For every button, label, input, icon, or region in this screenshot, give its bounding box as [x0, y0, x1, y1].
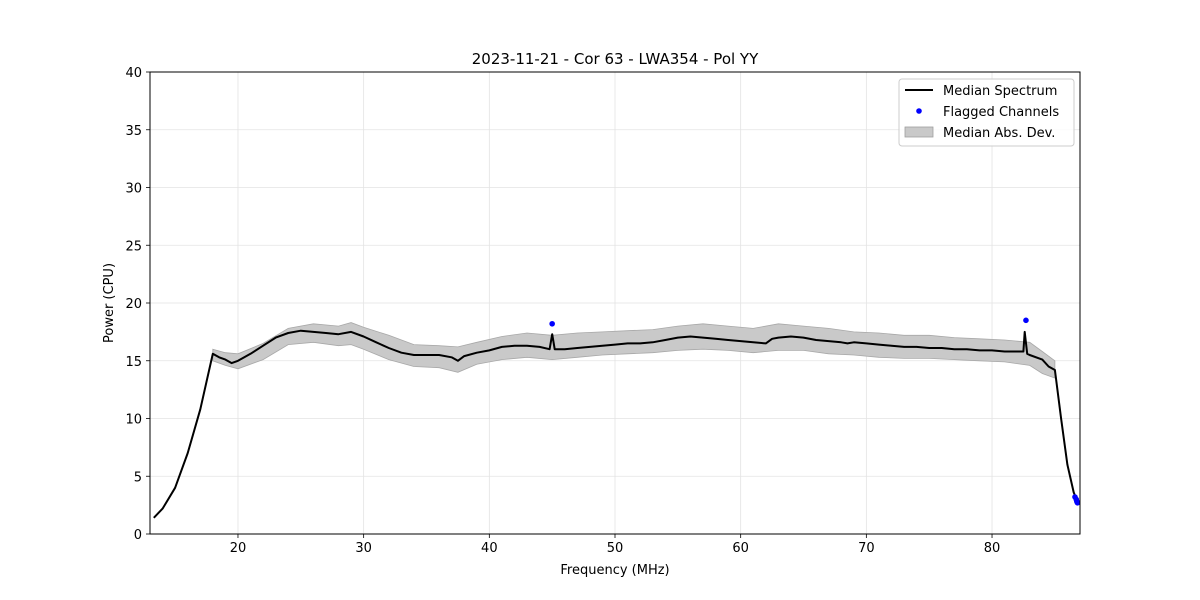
- legend-label-flagged: Flagged Channels: [943, 105, 1059, 120]
- flagged-channel-point: [1023, 317, 1029, 324]
- y-tick-label: 40: [125, 66, 142, 81]
- legend-box: [898, 78, 1075, 147]
- legend-band-swatch: [904, 126, 934, 138]
- y-tick-label: 30: [125, 182, 142, 197]
- mad-band-area: [212, 322, 1056, 379]
- y-tick-label: 20: [125, 297, 142, 312]
- x-tick-label: 40: [481, 541, 498, 556]
- y-tick-label: 35: [125, 124, 142, 139]
- y-tick-label: 25: [125, 239, 142, 254]
- x-tick-label: 20: [230, 541, 247, 556]
- x-axis-ticks: 20 30 40 50 60 70 80: [230, 534, 1001, 556]
- x-tick-label: 60: [732, 541, 749, 556]
- flagged-channel-point: [549, 320, 555, 327]
- y-tick-label: 0: [134, 528, 142, 543]
- legend-label-median: Median Spectrum: [943, 84, 1057, 99]
- median-line: [153, 329, 1079, 519]
- mad-band: [212, 322, 1056, 379]
- y-tick-label: 10: [125, 413, 142, 428]
- median-spectrum-line: [153, 329, 1079, 519]
- x-axis-label: Frequency (MHz): [560, 563, 669, 578]
- x-tick-label: 80: [984, 541, 1001, 556]
- legend-label-mad: Median Abs. Dev.: [943, 126, 1055, 141]
- y-axis-ticks: 0 5 10 15 20 25 30 35 40: [125, 66, 150, 543]
- y-tick-label: 5: [134, 470, 142, 485]
- x-tick-label: 50: [607, 541, 624, 556]
- flagged-channel-point: [1074, 500, 1081, 506]
- chart-title: 2023-11-21 - Cor 63 - LWA354 - Pol YY: [472, 50, 759, 68]
- legend-point-swatch: [916, 108, 922, 114]
- legend: Median Spectrum Flagged Channels Median …: [898, 78, 1075, 147]
- flagged-points: [549, 317, 1081, 506]
- x-tick-label: 70: [858, 541, 875, 556]
- y-tick-label: 15: [125, 355, 142, 370]
- y-axis-label: Power (CPU): [102, 263, 117, 343]
- x-tick-label: 30: [355, 541, 372, 556]
